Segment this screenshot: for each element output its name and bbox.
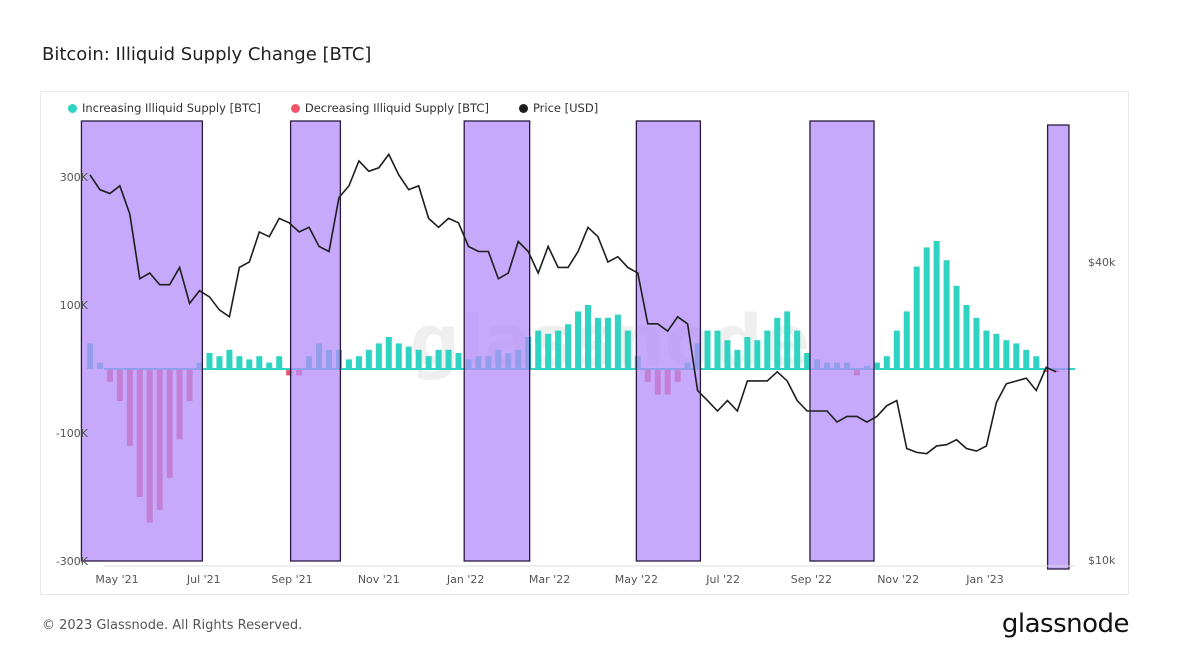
supply-bar (754, 340, 761, 369)
supply-bar (604, 317, 611, 369)
chart-title: Bitcoin: Illiquid Supply Change [BTC] (42, 44, 372, 65)
supply-bar (365, 349, 372, 369)
supply-bar (943, 260, 950, 369)
supply-bar (256, 356, 263, 369)
highlight-period (1046, 124, 1070, 570)
supply-bar (923, 247, 930, 369)
supply-bar (993, 333, 1000, 369)
supply-bar (873, 362, 880, 369)
supply-bar (455, 353, 462, 369)
supply-bar (385, 337, 392, 369)
supply-bar (226, 349, 233, 369)
supply-bar (216, 356, 223, 369)
legend: Increasing Illiquid Supply [BTC] Decreas… (68, 101, 598, 115)
x-tick-label: May '21 (95, 573, 138, 586)
supply-bar (535, 330, 542, 369)
supply-bar (345, 359, 352, 369)
legend-label: Increasing Illiquid Supply [BTC] (82, 101, 261, 115)
supply-bar (206, 353, 213, 369)
legend-item-price[interactable]: Price [USD] (518, 101, 599, 115)
x-tick-label: Jul '21 (186, 573, 221, 586)
supply-bar (246, 359, 253, 369)
left-tick-label: -100K (56, 427, 89, 440)
supply-bar (933, 241, 940, 369)
legend-dot-icon (518, 104, 528, 113)
supply-bar (883, 356, 890, 369)
supply-bar (565, 324, 572, 369)
supply-bar (1003, 340, 1010, 369)
supply-bar (236, 356, 243, 369)
supply-bar (744, 337, 751, 369)
right-tick-label: $10k (1088, 554, 1116, 567)
supply-bar (584, 305, 591, 369)
supply-bar (614, 314, 621, 369)
supply-bar (903, 311, 910, 369)
legend-dot-icon (290, 104, 300, 113)
supply-bar (774, 317, 781, 369)
supply-bar (893, 330, 900, 369)
x-tick-label: Sep '21 (271, 573, 312, 586)
x-tick-label: Jul '22 (705, 573, 740, 586)
supply-bar (375, 343, 382, 369)
supply-bar (734, 349, 741, 369)
highlight-period (463, 120, 531, 562)
supply-bar (624, 330, 631, 369)
legend-item-increasing[interactable]: Increasing Illiquid Supply [BTC] (68, 101, 261, 115)
supply-bar (784, 311, 791, 369)
supply-bar (395, 343, 402, 369)
highlight-period (289, 120, 342, 562)
supply-bar (714, 330, 721, 369)
supply-bar (794, 330, 801, 369)
x-tick-label: Mar '22 (529, 573, 570, 586)
supply-bar (764, 330, 771, 369)
supply-bar (415, 349, 422, 369)
left-tick-label: -300K (56, 555, 89, 568)
supply-bar (983, 330, 990, 369)
price-line (89, 152, 1057, 455)
x-tick-label: Nov '22 (877, 573, 919, 586)
supply-bar (804, 353, 811, 369)
x-tick-label: Jan '23 (965, 573, 1003, 586)
supply-bar (575, 311, 582, 369)
right-tick-label: $40k (1088, 256, 1116, 269)
supply-bar (425, 356, 432, 369)
x-tick-label: May '22 (615, 573, 658, 586)
supply-bar (1033, 356, 1040, 369)
supply-bar (973, 317, 980, 369)
legend-label: Price [USD] (532, 101, 599, 115)
left-tick-label: 100K (60, 299, 89, 312)
x-tick-label: Jan '22 (446, 573, 484, 586)
highlight-period (809, 120, 875, 562)
supply-bar (266, 362, 273, 369)
supply-bar (355, 356, 362, 369)
legend-label: Decreasing Illiquid Supply [BTC] (304, 101, 489, 115)
supply-bar (276, 356, 283, 369)
left-tick-label: 300K (60, 171, 89, 184)
legend-dot-icon (68, 104, 77, 113)
supply-bar (286, 369, 293, 376)
supply-bar (1043, 369, 1050, 373)
supply-bar (594, 317, 601, 369)
supply-bar (963, 305, 970, 369)
legend-item-decreasing[interactable]: Decreasing Illiquid Supply [BTC] (290, 101, 489, 115)
supply-bar (435, 349, 442, 369)
x-tick-label: Sep '22 (791, 573, 832, 586)
supply-bar (724, 340, 731, 369)
supply-bar (953, 285, 960, 369)
supply-bar (445, 349, 452, 369)
chart-frame (40, 91, 1129, 595)
supply-bar (1013, 343, 1020, 369)
supply-bar (405, 346, 412, 369)
supply-bar (555, 330, 562, 369)
supply-bar (545, 333, 552, 369)
glassnode-logo: glassnode (1001, 609, 1130, 639)
x-tick-label: Nov '21 (358, 573, 400, 586)
supply-bar (704, 330, 711, 369)
supply-bar (913, 266, 920, 369)
highlight-period (80, 120, 204, 562)
supply-bar (1023, 349, 1030, 369)
copyright: © 2023 Glassnode. All Rights Reserved. (42, 618, 303, 633)
